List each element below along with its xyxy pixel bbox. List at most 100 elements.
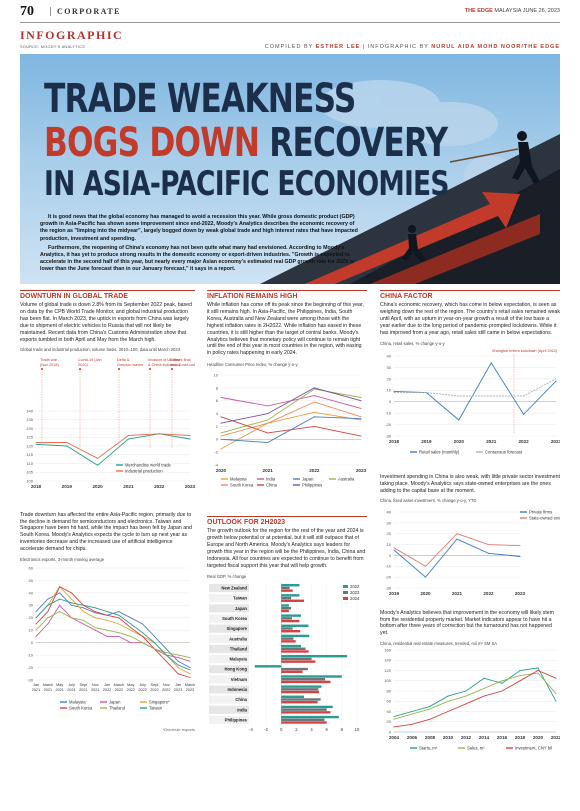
event-annotation-cont: zero-Covid lockdowns bbox=[170, 363, 195, 367]
data-point bbox=[465, 696, 467, 698]
event-marker-dot bbox=[41, 367, 43, 370]
header-rule bbox=[20, 22, 560, 23]
x-tick-label: 6 bbox=[326, 727, 329, 732]
data-point bbox=[267, 432, 269, 434]
y-tick-label: 20 bbox=[387, 531, 392, 536]
category-label-bg bbox=[209, 665, 249, 674]
y-tick-label: 125 bbox=[26, 434, 33, 439]
event-annotation: Trade war bbox=[40, 358, 58, 362]
data-point bbox=[118, 623, 120, 625]
data-point bbox=[360, 418, 362, 420]
data-point bbox=[393, 726, 395, 728]
legend-label: China bbox=[266, 483, 278, 488]
y-tick-label: -30 bbox=[385, 585, 392, 590]
credits: COMPILED BY ESTHER LEE | INFOGRAPHIC BY … bbox=[265, 44, 560, 50]
gdp-chart: -4 -2 0 2 4 6 8 10 New Zealand Taiwan Japan South K… bbox=[209, 583, 360, 732]
x-tick-label: 2021 bbox=[452, 591, 463, 596]
x-tick-label: 2020 bbox=[454, 439, 465, 444]
x-tick-label: 2008 bbox=[425, 735, 436, 740]
data-point bbox=[189, 677, 191, 679]
category-label-bg bbox=[209, 705, 249, 714]
legend-label: Malaysia bbox=[69, 700, 86, 705]
data-point bbox=[47, 611, 49, 613]
x-tick-label: 2020 bbox=[92, 484, 103, 489]
trade-heading: DOWNTURN IN GLOBAL TRADE bbox=[20, 290, 195, 300]
series-line-0 bbox=[220, 412, 362, 450]
y-tick-label: -30 bbox=[385, 433, 392, 438]
column-china: CHINA FACTOR China's economic recovery, … bbox=[380, 290, 574, 761]
data-point bbox=[165, 661, 167, 663]
x-tick-label-year: 2021 bbox=[91, 688, 99, 692]
legend-label: Consensus forecast bbox=[485, 449, 523, 454]
x-tick-label: 2012 bbox=[461, 735, 472, 740]
data-point bbox=[411, 724, 413, 726]
legend-swatch bbox=[343, 597, 348, 601]
legend-label: South Korea bbox=[230, 483, 254, 488]
x-tick-label: -4 bbox=[249, 727, 253, 732]
y-tick-label: -10 bbox=[385, 563, 392, 568]
x-tick-label: May bbox=[127, 683, 134, 687]
category-label: South Korea bbox=[222, 616, 248, 621]
x-tick-label: 2019 bbox=[421, 439, 432, 444]
data-point bbox=[447, 701, 449, 703]
y-tick-label: 20 bbox=[387, 720, 392, 725]
x-tick-label-year: 2022 bbox=[150, 688, 158, 692]
data-point bbox=[313, 387, 315, 389]
bar bbox=[281, 678, 326, 681]
bar bbox=[281, 634, 310, 638]
y-tick-label: 30 bbox=[29, 603, 34, 608]
y-tick-label: 0 bbox=[389, 399, 392, 404]
bar bbox=[281, 640, 296, 643]
inflation-text: While inflation has come off its peak si… bbox=[207, 302, 364, 357]
series-line-3 bbox=[220, 389, 362, 434]
data-point bbox=[106, 615, 108, 617]
data-point bbox=[456, 532, 458, 534]
x-tick-label-year: 2023 bbox=[174, 688, 182, 692]
legend-label: Japan bbox=[109, 700, 121, 705]
data-point bbox=[555, 701, 557, 703]
series-line-1 bbox=[220, 395, 362, 410]
data-point bbox=[118, 611, 120, 613]
data-point bbox=[177, 673, 179, 675]
data-point bbox=[220, 432, 222, 434]
y-tick-label: 135 bbox=[26, 417, 33, 422]
fai-chart-caption: China, fixed asset investment, % change … bbox=[380, 498, 477, 504]
y-tick-label: 140 bbox=[26, 408, 33, 413]
inflation-heading: INFLATION REMAINS HIGH bbox=[207, 290, 367, 300]
y-tick-label: 6 bbox=[216, 399, 219, 404]
bar bbox=[281, 690, 320, 694]
bar bbox=[281, 617, 292, 620]
y-tick-label: 10 bbox=[214, 373, 219, 378]
headline-line-3: IN ASIA-PACIFIC ECONOMIES bbox=[44, 164, 449, 204]
page-number: 70 bbox=[20, 4, 34, 19]
series-line-5 bbox=[220, 416, 362, 437]
category-label: Vietnam bbox=[231, 677, 247, 682]
data-point bbox=[313, 416, 315, 418]
data-point bbox=[393, 390, 395, 392]
series-line-2 bbox=[393, 670, 557, 728]
x-tick-label: 0 bbox=[280, 727, 283, 732]
legend-label: Investment, CNY bil bbox=[515, 746, 552, 751]
x-tick-label: Sept bbox=[79, 683, 88, 687]
data-point bbox=[71, 617, 73, 619]
data-point bbox=[130, 617, 132, 619]
data-point bbox=[177, 657, 179, 659]
data-point bbox=[411, 714, 413, 716]
data-point bbox=[458, 395, 460, 397]
x-tick-label: 2019 bbox=[389, 591, 400, 596]
series-line-3 bbox=[35, 586, 191, 679]
bar bbox=[281, 647, 306, 651]
x-tick-label: Jan bbox=[104, 683, 110, 687]
electronics-chart-caption: Electronics exports, 3-month moving aver… bbox=[20, 557, 105, 563]
y-tick-label: 10 bbox=[29, 628, 34, 633]
legend-label: Australia bbox=[338, 477, 355, 482]
x-tick-label: 2020 bbox=[216, 468, 227, 473]
category-label-bg bbox=[209, 624, 249, 633]
x-tick-label: Jan bbox=[175, 683, 181, 687]
category-label-bg bbox=[209, 655, 249, 664]
data-point bbox=[130, 623, 132, 625]
y-tick-label: 100 bbox=[384, 679, 391, 684]
